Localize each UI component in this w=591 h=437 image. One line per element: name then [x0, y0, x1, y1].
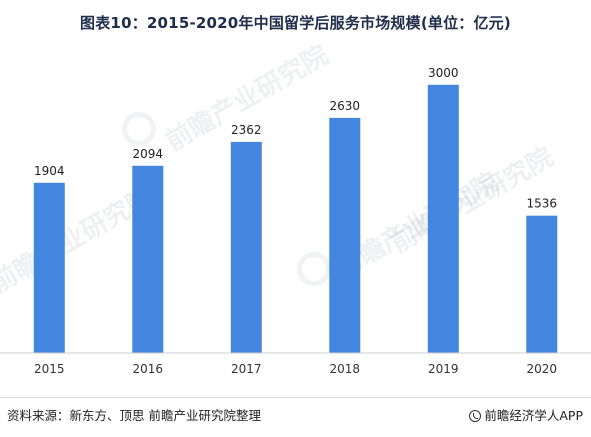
bar-2018	[329, 117, 361, 354]
data-label-2018: 2630	[330, 99, 361, 113]
x-tick-label-2018: 2018	[330, 362, 361, 376]
x-tick-label-2016: 2016	[133, 362, 164, 376]
bar-2017	[230, 141, 262, 353]
data-labels-layer: 1904 2094 2362 2630 3000 1536	[34, 66, 557, 211]
brand-logo-icon	[469, 410, 482, 422]
x-tick-label-2020: 2020	[527, 362, 558, 376]
bar-2020	[526, 215, 558, 353]
source-note: 资料来源：新东方、顶思 前瞻产业研究院整理	[7, 408, 261, 423]
brand-name: 前瞻经济学人APP	[484, 408, 583, 423]
chart-title: 图表10：2015-2020年中国留学后服务市场规模(单位：亿元)	[80, 14, 511, 32]
x-tick-label-2017: 2017	[231, 362, 262, 376]
brand-label: 前瞻经济学人APP	[469, 405, 583, 424]
x-tick-labels-layer: 2015 2016 2017 2018 2019 2020	[34, 362, 557, 376]
x-tick-label-2019: 2019	[428, 362, 459, 376]
bar-2016	[132, 165, 164, 353]
bar-2015	[33, 182, 65, 353]
data-label-2020: 1536	[527, 197, 558, 211]
footer-divider	[0, 397, 591, 398]
data-label-2015: 1904	[34, 164, 65, 178]
data-label-2019: 3000	[428, 66, 459, 80]
bar-2019	[427, 84, 459, 354]
bars-layer	[33, 84, 558, 354]
x-tick-label-2015: 2015	[34, 362, 65, 376]
data-label-2016: 2094	[133, 147, 164, 161]
data-label-2017: 2362	[231, 123, 262, 137]
